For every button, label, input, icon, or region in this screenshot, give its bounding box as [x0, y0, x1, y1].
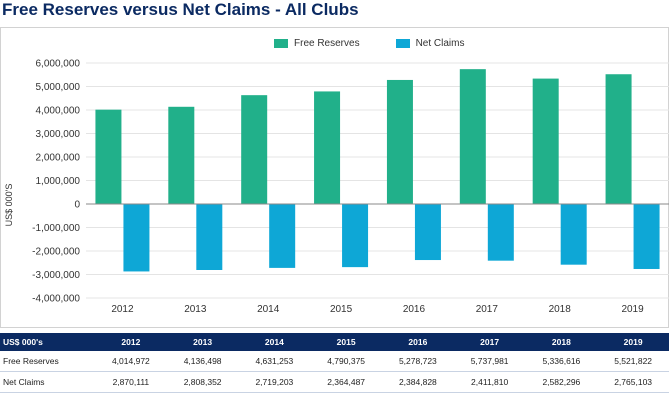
bar-net-claims-2012	[123, 204, 150, 272]
x-tick-label: 2019	[621, 304, 644, 315]
y-tick-label: 6,000,000	[36, 59, 81, 70]
bar-free-reserves-2018	[532, 78, 559, 204]
bar-free-reserves-2012	[95, 109, 122, 204]
table-cell: 4,014,972	[95, 351, 167, 372]
x-tick-label: 2018	[549, 304, 572, 315]
y-tick-label: 3,000,000	[36, 129, 81, 140]
table-cell: 5,737,981	[453, 351, 526, 372]
x-tick-label: 2013	[184, 304, 207, 315]
table-cell: 2,364,487	[310, 371, 382, 393]
table-cell: 5,521,822	[597, 351, 669, 372]
table-header-year: 2017	[453, 333, 526, 351]
table-header-units: US$ 000's	[0, 333, 95, 351]
x-tick-label: 2016	[403, 304, 426, 315]
bar-net-claims-2014	[269, 204, 296, 268]
table-cell: 2,765,103	[597, 371, 669, 393]
chart-legend: Free Reserves Net Claims	[274, 38, 500, 49]
legend-item-net-claims: Net Claims	[395, 38, 465, 49]
legend-label-net-claims: Net Claims	[415, 38, 465, 49]
y-tick-label: 4,000,000	[36, 106, 81, 117]
table-header-year: 2013	[166, 333, 239, 351]
bar-free-reserves-2019	[605, 74, 632, 204]
table-cell: 4,631,253	[238, 351, 311, 372]
table-header-year: 2014	[238, 333, 311, 351]
y-tick-label: 2,000,000	[36, 153, 81, 164]
table-row-label: Net Claims	[0, 371, 95, 393]
table-cell: 2,719,203	[238, 371, 311, 393]
chart-frame	[0, 27, 669, 328]
y-tick-label: -1,000,000	[32, 223, 80, 234]
legend-swatch-free-reserves	[274, 39, 288, 48]
y-tick-label: -4,000,000	[32, 294, 80, 305]
bar-free-reserves-2013	[168, 106, 195, 204]
legend-label-free-reserves: Free Reserves	[294, 38, 360, 49]
y-tick-label: -2,000,000	[32, 247, 80, 258]
legend-item-free-reserves: Free Reserves	[274, 38, 360, 49]
table-cell: 2,384,828	[382, 371, 454, 393]
table-cell: 2,808,352	[166, 371, 239, 393]
table-cell: 2,870,111	[95, 371, 167, 393]
table-body: Free Reserves 4,014,972 4,136,498 4,631,253…	[0, 351, 669, 393]
bar-net-claims-2013	[196, 204, 223, 270]
chart-title: Free Reserves versus Net Claims - All Cl…	[2, 0, 359, 19]
bar-free-reserves-2014	[241, 95, 268, 204]
x-tick-label: 2015	[330, 304, 353, 315]
table-cell: 2,411,810	[453, 371, 526, 393]
table-header-year: 2018	[525, 333, 598, 351]
bar-net-claims-2015	[342, 204, 369, 268]
table-header-year: 2016	[382, 333, 454, 351]
table-header-row: US$ 000's 2012 2013 2014 2015 2016 2017 2018 201…	[0, 333, 669, 351]
table-cell: 5,336,616	[525, 351, 598, 372]
bar-free-reserves-2016	[386, 79, 413, 204]
table-cell: 4,136,498	[166, 351, 239, 372]
x-tick-label: 2014	[257, 304, 280, 315]
x-tick-label: 2012	[111, 304, 134, 315]
y-tick-label: -3,000,000	[32, 270, 80, 281]
table-cell: 5,278,723	[382, 351, 454, 372]
y-tick-label: 1,000,000	[36, 176, 81, 187]
bar-free-reserves-2015	[314, 91, 341, 204]
legend-swatch-net-claims	[395, 39, 410, 48]
table-header-year: 2019	[597, 333, 669, 351]
table-cell: 4,790,375	[310, 351, 382, 372]
table-row: Free Reserves 4,014,972 4,136,498 4,631,253…	[0, 351, 669, 372]
y-tick-label: 0	[74, 200, 80, 211]
bar-net-claims-2018	[560, 204, 587, 265]
bar-net-claims-2019	[633, 204, 660, 269]
bar-net-claims-2016	[414, 204, 441, 261]
bar-net-claims-2017	[487, 204, 514, 261]
bar-free-reserves-2017	[459, 69, 486, 205]
table-header-year: 2012	[95, 333, 167, 351]
y-tick-label: 5,000,000	[36, 82, 81, 93]
table-header-year: 2015	[310, 333, 382, 351]
table-cell: 2,582,296	[525, 371, 598, 393]
table-row-label: Free Reserves	[0, 351, 95, 372]
table-row: Net Claims 2,870,111 2,808,352 2,719,203 2,3…	[0, 371, 669, 393]
bar-chart: 6,000,000 5,000,000 4,000,000 3,000,000 2,00…	[32, 59, 669, 315]
x-tick-label: 2017	[476, 304, 499, 315]
data-table: US$ 000's 2012 2013 2014 2015 2016 2017 2018 201…	[0, 333, 669, 393]
